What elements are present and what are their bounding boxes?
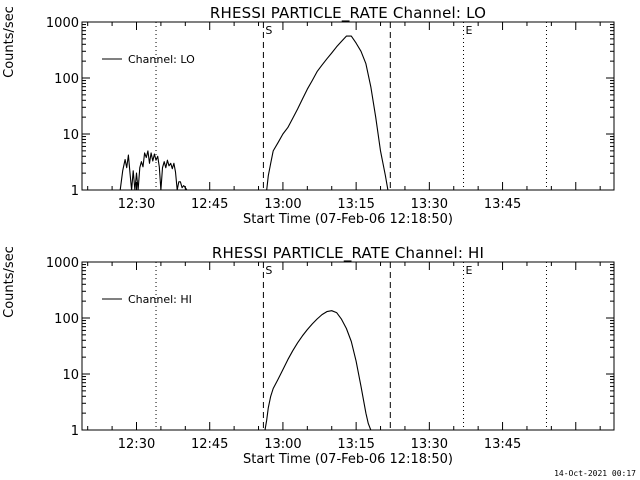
- x-tick-label: 13:30: [411, 437, 448, 452]
- marker-label: S: [265, 264, 272, 277]
- plot-svg: 1 10 100 1000 12:30 12:45 13:00 13:15 13:30 13:45…: [46, 16, 615, 212]
- y-tick-label: 100: [54, 72, 79, 87]
- x-tick-label: 13:45: [484, 437, 521, 452]
- legend-label: Channel: LO: [128, 53, 195, 66]
- y-axis-label: Counts/sec: [2, 246, 17, 318]
- x-tick-label: 13:30: [411, 197, 448, 212]
- y-tick-label: 10: [62, 128, 79, 143]
- marker-label: S: [265, 24, 272, 37]
- plot-svg: 1 10 100 1000 12:30 12:45 13:00 13:15 13:30 13:45…: [46, 256, 615, 452]
- chart-title: RHESSI PARTICLE_RATE Channel: HI: [211, 244, 485, 262]
- chart-title: RHESSI PARTICLE_RATE Channel: LO: [209, 4, 487, 22]
- x-tick-label: 13:00: [264, 437, 301, 452]
- x-tick-label: 12:30: [118, 197, 155, 212]
- x-tick-label: 12:30: [118, 437, 155, 452]
- series-line: [264, 310, 372, 431]
- y-tick-label: 100: [54, 312, 79, 327]
- x-tick-label: 12:45: [191, 197, 228, 212]
- series-line: [119, 150, 188, 191]
- x-axis-label: Start Time (07-Feb-06 12:18:50): [243, 212, 453, 227]
- y-tick-label: 10: [62, 368, 79, 383]
- x-tick-label: 13:15: [337, 197, 374, 212]
- chart-panel-hi: RHESSI PARTICLE_RATE Channel: HI 1 10 100 1…: [0, 240, 640, 480]
- x-tick-label: 13:00: [264, 197, 301, 212]
- legend-label: Channel: HI: [128, 293, 192, 306]
- y-tick-label: 1: [71, 184, 79, 199]
- chart-panel-lo: RHESSI PARTICLE_RATE Channel: LO 1 10 100 1…: [2, 4, 615, 227]
- x-tick-label: 13:45: [484, 197, 521, 212]
- plot-frame: [81, 21, 615, 191]
- y-axis-label: Counts/sec: [2, 6, 17, 78]
- marker-label: E: [466, 264, 473, 277]
- y-tick-label: 1000: [46, 256, 79, 271]
- y-tick-label: 1: [71, 424, 79, 439]
- marker-label: E: [466, 24, 473, 37]
- plot-datestamp: 14-Oct-2021 00:17: [554, 469, 636, 478]
- x-axis-label: Start Time (07-Feb-06 12:18:50): [243, 452, 453, 467]
- x-tick-label: 13:15: [337, 437, 374, 452]
- series-line: [266, 35, 389, 191]
- y-tick-label: 1000: [46, 16, 79, 31]
- x-tick-label: 12:45: [191, 437, 228, 452]
- plot-frame: [81, 261, 615, 431]
